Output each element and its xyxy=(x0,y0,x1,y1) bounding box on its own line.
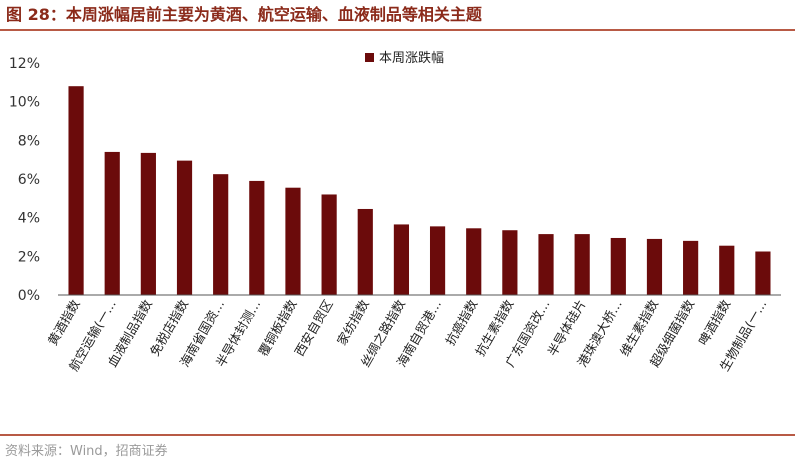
bar xyxy=(68,86,84,295)
bar xyxy=(176,160,193,295)
bar xyxy=(610,237,626,295)
legend: 本周涨跌幅 xyxy=(365,50,444,66)
x-category-label: 啤酒指数 xyxy=(695,297,733,348)
y-tick-label: 6% xyxy=(18,172,40,188)
y-tick-label: 4% xyxy=(18,211,40,227)
legend-label: 本周涨跌幅 xyxy=(379,50,444,66)
bar xyxy=(466,228,482,295)
bar xyxy=(646,238,663,295)
y-tick-label: 0% xyxy=(18,288,40,304)
bars xyxy=(68,86,771,295)
x-axis-labels: 黄酒指数航空运输(一…血液制品指数免税店指数海南省国资…半导体封测…覆铜板指数西… xyxy=(45,297,770,374)
bar xyxy=(755,251,771,295)
bar-chart: 0% 2% 4% 6% 8% 10% 12% 黄酒指数航空运输(一…血液制品指数免税店指数海… xyxy=(9,50,781,374)
bar xyxy=(104,151,120,295)
bar xyxy=(502,230,518,295)
y-tick-label: 8% xyxy=(18,133,40,149)
x-category-label: 黄酒指数 xyxy=(45,297,83,348)
x-category-label: 家纺指数 xyxy=(334,297,372,348)
bar xyxy=(357,208,373,295)
figure-title: 图 28：本周涨幅居前主要为黄酒、航空运输、血液制品等相关主题 xyxy=(6,5,482,24)
bar xyxy=(393,224,410,295)
bar xyxy=(429,226,446,295)
source-note: 资料来源：Wind，招商证券 xyxy=(5,444,168,459)
x-category-label: 抗癌指数 xyxy=(442,297,480,348)
legend-swatch xyxy=(365,53,374,62)
bar xyxy=(683,240,699,295)
bottom-divider xyxy=(0,434,795,436)
y-axis-ticks: 0% 2% 4% 6% 8% 10% 12% xyxy=(9,56,40,304)
bar xyxy=(249,180,265,295)
y-tick-label: 12% xyxy=(9,56,40,72)
bar xyxy=(285,187,301,295)
y-tick-label: 2% xyxy=(18,249,40,265)
bar xyxy=(719,245,735,295)
bar xyxy=(574,234,590,295)
bar xyxy=(140,152,156,295)
bar xyxy=(321,194,337,295)
top-divider xyxy=(0,29,795,31)
bar xyxy=(213,174,229,295)
y-tick-label: 10% xyxy=(9,95,40,111)
bar xyxy=(538,234,554,295)
